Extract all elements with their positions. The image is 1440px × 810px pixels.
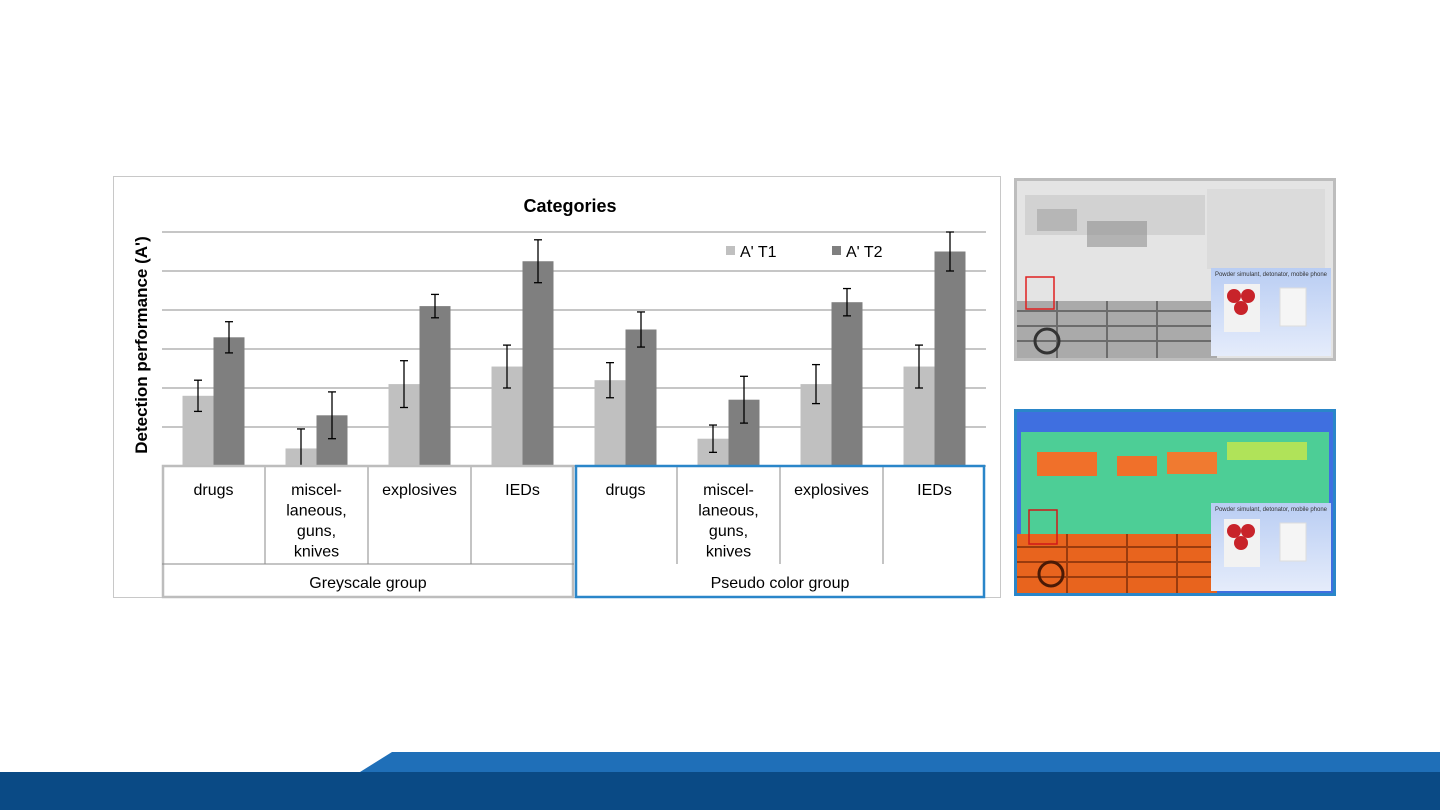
bars: [182, 251, 966, 466]
group-box: [574, 464, 986, 599]
category-label: drugs: [605, 482, 645, 499]
greyscale-xray-image: Powder simulant, detonator, mobile phone: [1014, 178, 1336, 361]
bar: [625, 329, 657, 466]
color-image-inset: Powder simulant, detonator, mobile phone: [1211, 503, 1331, 591]
group-label: Greyscale group: [309, 575, 426, 592]
color-image-caption: Powder simulant, detonator, mobile phone: [1214, 507, 1328, 513]
category-label: miscel-laneous, guns, knives: [286, 482, 347, 561]
category-label: drugs: [193, 482, 233, 499]
grey-image-inset: Powder simulant, detonator, mobile phone: [1211, 268, 1331, 356]
error-bars: [194, 231, 954, 467]
category-table: drugs miscel-laneous, guns, knives explosive…: [161, 464, 986, 599]
category-label: explosives: [794, 482, 869, 499]
gridlines: [162, 231, 986, 467]
category-label: IEDs: [917, 482, 952, 499]
bar: [419, 306, 451, 466]
category-label: explosives: [382, 482, 457, 499]
bar: [213, 337, 245, 466]
legend-label: A' T2: [846, 244, 883, 261]
group-box: [161, 464, 575, 599]
pseudo-color-xray-image: Powder simulant, detonator, mobile phone: [1014, 409, 1336, 596]
bar-chart: drugs miscel-laneous, guns, knives explosive…: [132, 196, 986, 599]
legend-label: A' T1: [740, 244, 777, 261]
y-axis-label: Detection performance (A'): [132, 236, 151, 454]
footer-band: [0, 752, 1440, 810]
inset-objects-photo: [1224, 519, 1307, 567]
legend: A' T1 A' T2: [726, 244, 883, 261]
footer-band-light: [360, 752, 1440, 772]
group-label: Pseudo color group: [711, 575, 850, 592]
footer-band-dark: [0, 772, 1440, 810]
bar: [934, 251, 966, 466]
legend-swatch: [726, 246, 735, 255]
chart-title: Categories: [523, 196, 616, 216]
grey-image-caption: Powder simulant, detonator, mobile phone: [1214, 272, 1328, 278]
bar: [522, 261, 554, 466]
category-label: IEDs: [505, 482, 540, 499]
category-label: miscel-laneous, guns, knives: [698, 482, 759, 561]
bar: [831, 302, 863, 466]
inset-objects-photo: [1224, 284, 1307, 332]
chart-panel: drugs miscel-laneous, guns, knives explosive…: [113, 176, 1001, 599]
legend-swatch: [832, 246, 841, 255]
